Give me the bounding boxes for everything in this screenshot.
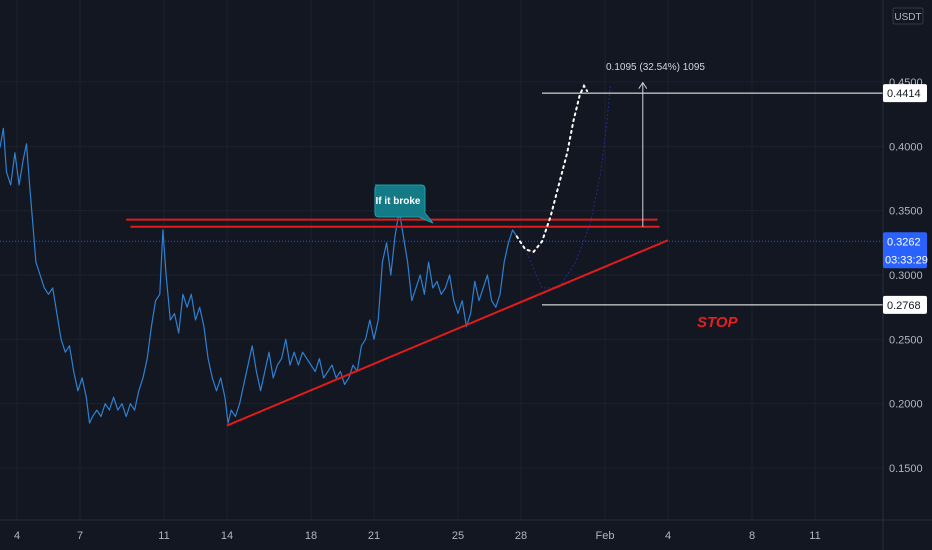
time-tick-label: Feb [596,530,615,542]
time-tick-label: 11 [158,530,169,542]
callout-text: If it broke [375,196,420,207]
stop-label: STOP [697,314,739,331]
price-tick-label: 0.2000 [889,399,923,411]
currency-label: USDT [894,12,921,23]
time-tick-label: 14 [221,530,233,542]
time-tick-label: 18 [305,530,317,542]
currency-box [892,7,924,25]
price-level-tag-text: 0.2768 [887,300,921,312]
countdown-text: 03:33:29 [885,254,928,266]
time-tick-label: 28 [515,530,527,542]
chart-marks: 0.1095 (32.54%) 1095 If it broke STOP [0,62,883,427]
current-price-tag-text: 0.3262 [887,236,921,248]
price-level-tag-text: 0.4414 [887,88,921,100]
projection-path [515,83,589,253]
time-tick-label: 11 [809,530,820,542]
price-level-tag [883,295,927,314]
time-axis[interactable]: 4 7 11 14 18 21 25 28 Feb 4 8 11 [0,519,932,542]
time-tick-label: 21 [368,530,380,542]
measure-arrow-head [638,81,648,89]
measure-label: 0.1095 (32.54%) 1095 [606,62,705,73]
price-tick-label: 0.3500 [889,206,923,218]
callout-bubble [374,184,434,224]
time-tick-label: 4 [665,530,671,542]
time-tick-label: 4 [14,530,20,542]
price-tick-label: 0.3000 [889,270,923,282]
chart-grid [0,0,883,520]
price-tick-label: 0.1500 [889,463,923,475]
time-tick-label: 8 [749,530,755,542]
time-tick-label: 7 [77,530,83,542]
price-series-line [0,127,518,424]
price-level-tag [883,84,927,103]
price-tick-label: 0.4000 [889,141,923,153]
projection-path-secondary [524,85,611,289]
price-tick-label: 0.2500 [889,334,923,346]
time-tick-label: 25 [452,530,464,542]
price-axis[interactable]: 0.45000.40000.35000.30000.25000.20000.15… [882,0,928,550]
support-trendline [226,239,669,427]
current-price-tag [883,232,927,269]
